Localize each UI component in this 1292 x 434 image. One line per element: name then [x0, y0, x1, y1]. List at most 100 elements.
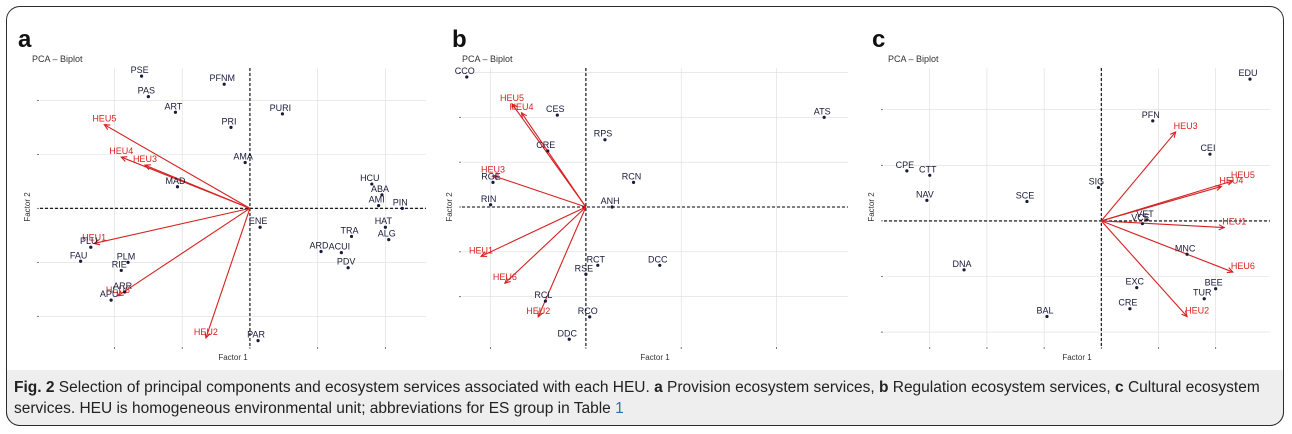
point-label: CES: [546, 104, 565, 114]
vector-line: [492, 175, 587, 208]
point-label: PLM: [117, 251, 136, 261]
point-tra: TRA: [341, 225, 359, 239]
point-pfnm: PFNM: [209, 73, 235, 86]
vector-line: [1101, 220, 1225, 229]
vector-label: HEU6: [1231, 261, 1255, 271]
point-marker: [109, 298, 113, 302]
point-marker: [376, 204, 381, 208]
point-rge: RGE: [481, 171, 501, 184]
panel-letter-c: c: [872, 26, 886, 53]
point-ddc: DDC: [557, 328, 577, 341]
point-pfn: PFN: [1142, 110, 1160, 123]
point-rco: RCO: [578, 306, 598, 319]
point-marker: [380, 193, 384, 197]
point-label: CCO: [455, 66, 475, 76]
point-label: CTT: [919, 164, 937, 174]
point-arr: ARR: [113, 281, 133, 294]
vector-label: HEU3: [133, 154, 157, 164]
point-rse: RSE: [575, 263, 593, 276]
point-marker: [925, 198, 929, 202]
point-ctt: CTT: [919, 164, 937, 177]
point-cei: CEI: [1200, 143, 1215, 156]
point-ats: ATS: [814, 106, 831, 119]
point-label: ALG: [378, 229, 396, 239]
point-marker: [567, 337, 571, 341]
heu-vector-heu6: HEU6: [106, 207, 251, 297]
point-label: AMA: [233, 151, 253, 161]
point-mnc: MNC: [1175, 243, 1196, 256]
point-rps: RPS: [594, 129, 612, 142]
caption-text-c: Cultural ecosystem services. HEU is homo…: [14, 379, 1260, 417]
point-marker: [1128, 307, 1132, 311]
point-marker: [349, 234, 354, 239]
panel-letter-a: a: [18, 26, 32, 53]
point-vce: VCE: [1131, 213, 1150, 226]
vector-arrowhead: [479, 251, 488, 257]
vector-arrowhead: [537, 310, 544, 319]
point-rcn: RCN: [622, 171, 641, 184]
vector-line: [117, 207, 251, 297]
caption-text-a: Provision ecosystem services,: [662, 379, 879, 396]
figure-caption: Fig. 2 Selection of principal components…: [14, 377, 1274, 419]
point-label: VCE: [1131, 213, 1150, 223]
heu-vector-heu6: HEU6: [1101, 220, 1255, 274]
point-marker: [1151, 119, 1155, 123]
point-label: VET: [1136, 209, 1154, 219]
point-par: PAR: [247, 330, 265, 343]
point-mad: MAD: [165, 176, 186, 189]
point-label: DCC: [648, 254, 668, 264]
point-label: CRE: [1118, 298, 1137, 308]
point-alg: ALG: [378, 229, 396, 242]
point-plu: PLU: [80, 236, 98, 249]
point-dcc: DCC: [648, 254, 668, 267]
point-bee: BEE: [1205, 278, 1223, 291]
vector-label: HEU5: [92, 114, 116, 124]
vector-label: HEU5: [1231, 170, 1255, 180]
point-marker: [465, 75, 469, 79]
vector-arrowhead: [503, 277, 511, 285]
point-marker: [596, 263, 600, 267]
vector-line: [480, 206, 587, 257]
vector-label: HEU2: [526, 306, 550, 316]
vector-label: HEU6: [106, 285, 130, 295]
point-label: CEI: [1200, 143, 1215, 153]
point-label: FAU: [70, 250, 88, 260]
point-label: NAV: [916, 189, 934, 199]
point-fau: FAU: [70, 250, 88, 263]
vector-arrowhead: [143, 164, 151, 171]
point-marker: [588, 315, 592, 319]
point-marker: [1202, 297, 1206, 301]
point-marker: [610, 205, 614, 209]
point-label: PURI: [270, 103, 292, 113]
point-ami: AMI: [369, 195, 385, 208]
point-marker: [346, 266, 350, 270]
vector-label: HEU4: [510, 102, 534, 112]
point-label: ENE: [249, 216, 268, 226]
vector-arrowhead: [1169, 130, 1177, 138]
point-label: RGE: [481, 171, 501, 181]
caption-text-b: Regulation ecosystem services,: [888, 379, 1116, 396]
point-rie: RIE: [112, 259, 127, 273]
heu-vector-heu2: HEU2: [526, 206, 587, 319]
point-marker: [658, 263, 662, 267]
y-axis-label: Factor 2: [445, 192, 454, 222]
point-label: SCE: [1016, 190, 1035, 200]
point-label: MNC: [1175, 243, 1196, 253]
point-cre: CRE: [1118, 298, 1137, 311]
point-anh: ANH: [601, 196, 620, 209]
vector-line: [104, 124, 251, 209]
point-label: PFN: [1142, 110, 1160, 120]
point-marker: [370, 182, 374, 186]
point-marker: [123, 290, 127, 294]
point-pse: PSE: [131, 65, 149, 78]
vector-label: HEU1: [1222, 217, 1246, 227]
point-label: PDV: [337, 257, 356, 267]
table-link[interactable]: 1: [615, 400, 624, 417]
point-label: BEE: [1205, 278, 1223, 288]
point-label: AMI: [369, 195, 385, 205]
point-marker: [222, 82, 226, 86]
point-label: CPE: [896, 160, 915, 170]
point-marker: [1045, 314, 1049, 319]
point-bal: BAL: [1036, 306, 1053, 319]
